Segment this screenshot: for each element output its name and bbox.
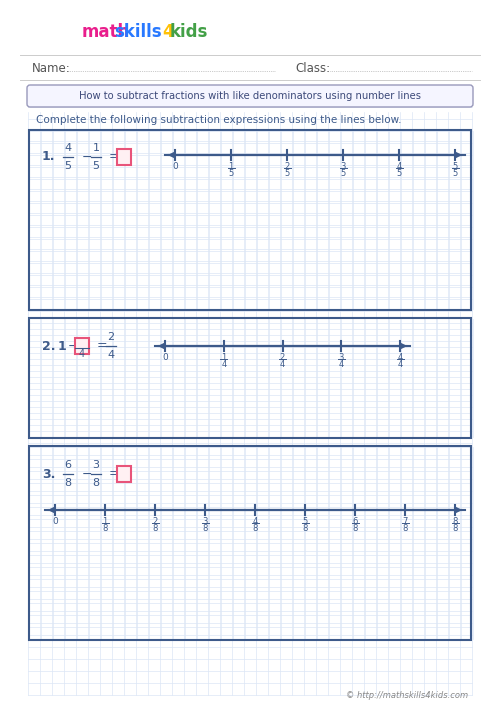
Text: 5: 5 [92,161,100,171]
Text: 1: 1 [92,143,100,153]
Text: 2: 2 [280,353,285,362]
Text: 3.: 3. [42,467,56,481]
Bar [29,130,471,310]
Text: =: = [109,467,120,481]
Text: 5: 5 [452,169,458,178]
Text: 4: 4 [108,350,114,360]
Bar [117,466,131,482]
Text: Complete the following subtraction expressions using the lines below.: Complete the following subtraction expre… [36,115,402,125]
Text: How to subtract fractions with like denominators using number lines: How to subtract fractions with like deno… [79,91,421,101]
Text: 8: 8 [452,517,458,526]
Text: 5: 5 [340,169,345,178]
Text: 1: 1 [228,162,234,171]
Text: 1: 1 [102,517,108,526]
Text: Class:: Class: [295,62,330,74]
Text: 8: 8 [152,524,158,533]
Text: 4: 4 [162,23,173,41]
Text: 5: 5 [396,169,402,178]
Text: 8: 8 [64,478,71,488]
Text: 5: 5 [302,517,308,526]
Text: 5: 5 [284,169,290,178]
Text: 6: 6 [352,517,358,526]
Text: 2.: 2. [42,340,56,353]
Text: 0: 0 [52,517,58,526]
Text: Name:: Name: [32,62,71,74]
Bar [75,338,89,354]
Text: kids: kids [170,23,208,41]
FancyBboxPatch shape [27,85,473,107]
Text: 8: 8 [102,524,108,533]
Text: 4: 4 [398,353,402,362]
Text: 4: 4 [252,517,258,526]
Bar [117,149,131,165]
Text: 5: 5 [228,169,234,178]
Text: =: = [97,340,108,353]
Text: 8: 8 [452,524,458,533]
Text: 3: 3 [338,353,344,362]
Text: math: math [82,23,130,41]
Text: skills: skills [114,23,162,41]
Text: 8: 8 [302,524,308,533]
Text: 5: 5 [64,161,71,171]
Text: 4: 4 [64,143,71,153]
Bar [29,446,471,640]
Text: 2: 2 [284,162,290,171]
Text: 4: 4 [79,349,85,359]
Text: 7: 7 [402,517,407,526]
Text: 8: 8 [402,524,407,533]
Text: 5: 5 [452,162,458,171]
Text: 8: 8 [252,524,258,533]
Text: −: − [68,340,78,353]
Text: 8: 8 [202,524,207,533]
Text: 2: 2 [152,517,158,526]
Text: 4: 4 [396,162,402,171]
Text: 4: 4 [221,360,226,369]
Text: 8: 8 [352,524,358,533]
Text: −: − [82,151,92,164]
Text: =: = [109,151,120,164]
Text: 3: 3 [340,162,345,171]
Text: 4: 4 [280,360,285,369]
Text: 6: 6 [64,460,71,470]
Text: 1: 1 [58,340,67,353]
Text: 1.: 1. [42,151,56,164]
Text: 4: 4 [398,360,402,369]
Text: 0: 0 [162,353,168,362]
Text: 2: 2 [108,332,114,342]
Text: 4: 4 [338,360,344,369]
Text: © http://mathskills4kids.com: © http://mathskills4kids.com [346,690,468,700]
Bar [29,318,471,438]
Text: 1: 1 [221,353,226,362]
Text: 8: 8 [92,478,100,488]
Text: −: − [82,467,92,481]
Text: 3: 3 [202,517,207,526]
Text: 0: 0 [172,162,178,171]
Text: 3: 3 [92,460,100,470]
